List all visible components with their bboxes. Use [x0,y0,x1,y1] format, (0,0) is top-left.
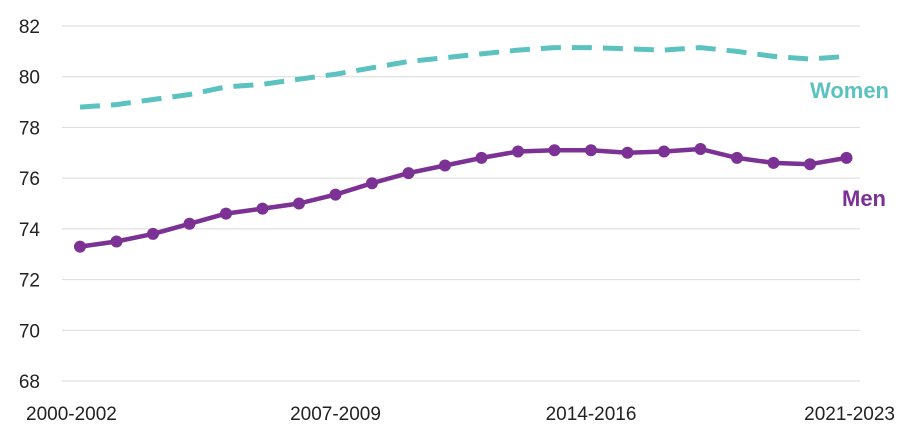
y-tick-label: 82 [19,17,40,38]
data-point-men [220,207,232,220]
x-tick-label: 2007-2009 [290,404,381,425]
series-label-women: Women [810,78,889,103]
data-point-men [548,144,561,157]
y-tick-label: 78 [19,118,40,139]
data-point-men [293,197,305,210]
data-point-men [183,217,196,230]
data-point-men [804,158,816,171]
series-line-women [79,45,847,110]
x-tick-label: 2014-2016 [546,404,637,425]
data-point-men [694,142,707,155]
y-tick-label: 70 [19,321,40,342]
data-point-men [402,167,415,180]
data-point-men [731,151,743,164]
y-tick-label: 80 [19,68,40,89]
data-point-men [74,240,86,253]
data-point-men [439,159,451,172]
data-point-men [512,145,524,158]
data-point-men [475,151,488,164]
series-line-men [79,146,847,249]
data-point-men [658,145,670,158]
x-axis-ticks: 2000-2002 2007-2009 2014-2016 2021-2023 [26,404,895,425]
data-point-men [585,144,597,157]
series-lines [74,45,853,253]
data-point-men [366,177,378,190]
y-tick-label: 68 [19,372,40,393]
data-point-men [329,188,342,201]
data-point-men [840,151,853,164]
data-point-men [110,235,123,248]
data-point-men [767,156,780,169]
data-point-men [147,227,159,240]
x-tick-label: 2000-2002 [26,404,117,425]
data-point-men [256,202,269,215]
y-tick-label: 76 [19,169,40,190]
y-tick-label: 72 [19,271,40,292]
series-label-men: Men [842,186,886,211]
gridlines [62,25,860,382]
x-tick-label: 2021-2023 [804,404,895,425]
y-axis-ticks: 68 70 72 74 76 78 80 82 [19,17,41,393]
y-tick-label: 74 [19,220,41,241]
data-point-men [621,146,634,159]
